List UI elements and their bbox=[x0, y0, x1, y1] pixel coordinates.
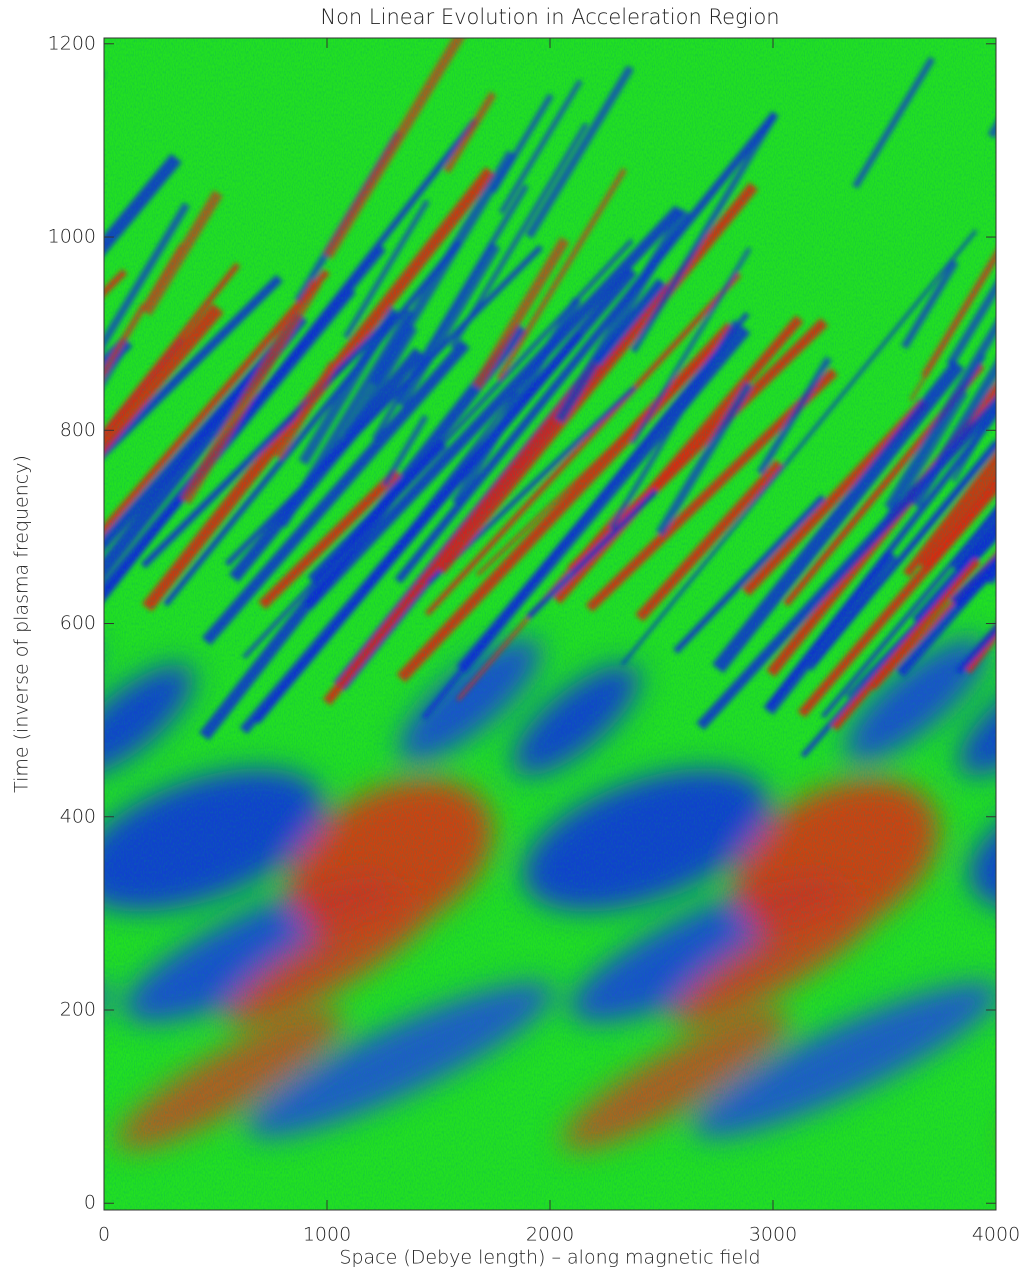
y-tick-label: 0 bbox=[84, 1192, 96, 1214]
x-tick-label: 4000 bbox=[972, 1224, 1020, 1246]
x-tick-label: 0 bbox=[98, 1224, 110, 1246]
heatmap bbox=[0, 38, 1026, 1210]
texture bbox=[104, 73, 105, 74]
texture bbox=[20, 118, 79, 217]
y-tick-label: 200 bbox=[60, 998, 96, 1020]
texture bbox=[1017, 490, 1026, 659]
chart-title: Non Linear Evolution in Acceleration Reg… bbox=[320, 5, 779, 29]
x-tick-label: 1000 bbox=[303, 1224, 351, 1246]
texture bbox=[1015, 235, 1026, 641]
texture bbox=[1009, 339, 1026, 583]
texture bbox=[0, 62, 28, 272]
y-tick-label: 1000 bbox=[48, 226, 96, 248]
y-axis-label: Time (inverse of plasma frequency) bbox=[11, 455, 33, 793]
x-axis-label: Space (Debye length) – along magnetic fi… bbox=[339, 1247, 760, 1269]
texture bbox=[0, 874, 3, 1046]
y-tick-label: 800 bbox=[60, 419, 96, 441]
y-tick-label: 1200 bbox=[48, 32, 96, 54]
x-tick-label: 2000 bbox=[526, 1224, 574, 1246]
texture bbox=[0, 617, 7, 745]
texture bbox=[994, 989, 1026, 1171]
texture bbox=[999, 850, 1026, 1049]
y-tick-label: 400 bbox=[60, 805, 96, 827]
texture bbox=[0, 224, 40, 354]
texture bbox=[0, 361, 3, 517]
x-tick-label: 3000 bbox=[749, 1224, 797, 1246]
y-tick-label: 600 bbox=[60, 612, 96, 634]
texture bbox=[0, 168, 27, 373]
